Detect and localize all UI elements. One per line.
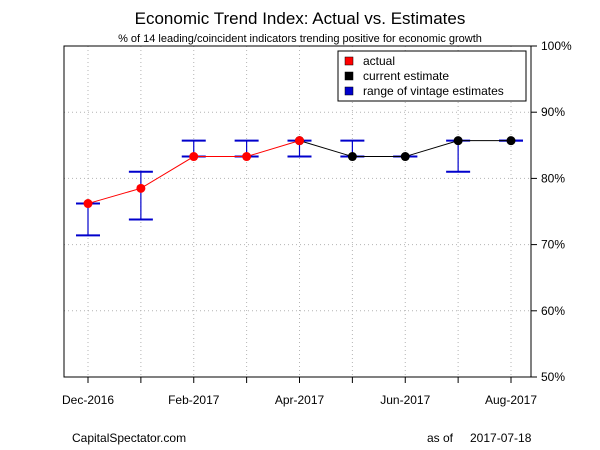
y-tick-label: 80% <box>541 171 565 185</box>
x-tick-label: Apr-2017 <box>275 393 325 407</box>
plot-frame <box>63 45 532 378</box>
legend-label: range of vintage estimates <box>363 84 504 98</box>
y-tick-label: 90% <box>541 105 565 119</box>
footer-date-label: as of <box>427 431 454 445</box>
y-axis: 50% 60% 70% 80% 90% 100% <box>531 39 572 384</box>
chart-title: Economic Trend Index: Actual vs. Estimat… <box>135 9 466 28</box>
legend-swatch <box>344 86 354 96</box>
actual-point <box>83 199 93 209</box>
current-estimate-point <box>347 152 357 162</box>
actual-point <box>189 152 199 162</box>
y-tick-label: 60% <box>541 304 565 318</box>
x-tick-label: Feb-2017 <box>168 393 220 407</box>
legend-box <box>337 50 527 102</box>
actual-point <box>136 183 146 193</box>
y-tick-label: 100% <box>541 39 572 53</box>
chart-subtitle: % of 14 leading/coincident indicators tr… <box>118 33 482 45</box>
x-tick-label: Aug-2017 <box>485 393 537 407</box>
actual-point <box>295 136 304 146</box>
current-estimate-point <box>400 152 410 162</box>
x-axis: Dec-2016 Feb-2017 Apr-2017 Jun-2017 Aug-2017 <box>62 377 537 407</box>
actual-point <box>242 152 252 162</box>
legend-label: current estimate <box>363 69 449 83</box>
current-estimate-point <box>506 136 516 146</box>
y-tick-label: 50% <box>541 370 565 384</box>
current-estimate-point <box>453 136 463 146</box>
footer-source: CapitalSpectator.com <box>72 431 186 445</box>
legend-swatch <box>344 71 354 81</box>
y-tick-label: 70% <box>541 238 565 252</box>
x-tick-label: Dec-2016 <box>62 393 114 407</box>
legend-swatch <box>344 56 354 66</box>
data-points <box>83 136 516 209</box>
x-tick-label: Jun-2017 <box>380 393 430 407</box>
footer-date: 2017-07-18 <box>470 431 532 445</box>
legend-label: actual <box>363 54 395 68</box>
